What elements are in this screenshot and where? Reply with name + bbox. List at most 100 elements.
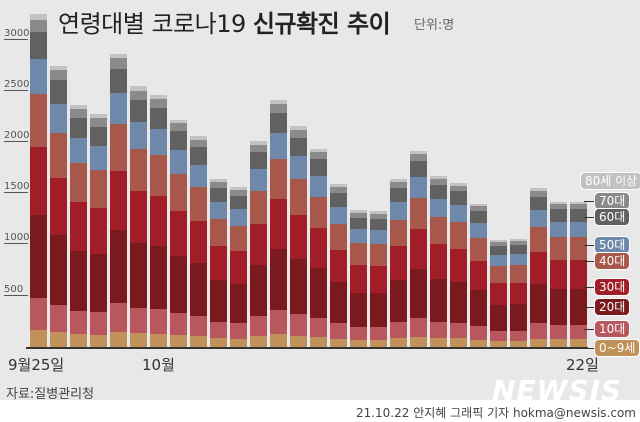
bar-10/6 xyxy=(250,141,267,347)
segment-10대 xyxy=(570,324,587,340)
segment-70대 xyxy=(370,213,387,219)
bar-9/27 xyxy=(70,105,87,347)
segment-0~9세 xyxy=(50,331,67,347)
segment-10대 xyxy=(470,325,487,340)
segment-40대 xyxy=(430,216,447,245)
segment-60대 xyxy=(250,151,267,170)
segment-60대 xyxy=(550,208,567,222)
legend-leader-line xyxy=(584,348,594,349)
segment-80세 이상 xyxy=(50,65,67,70)
segment-60대 xyxy=(350,217,367,230)
legend-leader-line xyxy=(584,217,594,218)
segment-70대 xyxy=(350,212,367,218)
segment-40대 xyxy=(50,132,67,179)
segment-10대 xyxy=(290,313,307,336)
segment-60대 xyxy=(570,208,587,222)
segment-50대 xyxy=(550,221,567,237)
x-label-sep25: 9월25일 xyxy=(8,356,65,374)
segment-80세 이상 xyxy=(430,175,447,179)
bar-10/13 xyxy=(390,179,407,347)
segment-40대 xyxy=(530,226,547,252)
segment-50대 xyxy=(410,176,427,198)
segment-60대 xyxy=(410,160,427,178)
segment-40대 xyxy=(470,237,487,262)
segment-0~9세 xyxy=(190,335,207,347)
segment-60대 xyxy=(330,192,347,207)
segment-20대 xyxy=(550,288,567,326)
segment-50대 xyxy=(150,128,167,156)
segment-0~9세 xyxy=(530,338,547,347)
segment-60대 xyxy=(210,187,227,202)
segment-70대 xyxy=(530,190,547,197)
segment-10대 xyxy=(490,330,507,342)
bar-10/19 xyxy=(510,239,527,347)
segment-20대 xyxy=(510,303,527,332)
segment-50대 xyxy=(250,168,267,191)
bar-10/11 xyxy=(350,210,367,347)
segment-20대 xyxy=(310,267,327,318)
segment-10대 xyxy=(270,309,287,335)
segment-80세 이상 xyxy=(250,141,267,145)
bar-10/2 xyxy=(170,119,187,347)
bar-10/12 xyxy=(370,211,387,347)
title-light: 연령대별 코로나19 xyxy=(58,10,253,38)
segment-10대 xyxy=(330,322,347,339)
bar-9/30 xyxy=(130,86,147,347)
bar-10/3 xyxy=(190,136,207,347)
bar-10/20 xyxy=(530,188,547,347)
segment-10대 xyxy=(250,315,267,337)
segment-80세 이상 xyxy=(550,201,567,205)
segment-30대 xyxy=(510,282,527,305)
segment-50대 xyxy=(90,145,107,171)
segment-80세 이상 xyxy=(350,210,367,213)
segment-20대 xyxy=(410,268,427,318)
segment-20대 xyxy=(230,283,247,324)
segment-70대 xyxy=(430,178,447,185)
segment-0~9세 xyxy=(550,338,567,347)
segment-30대 xyxy=(450,248,467,282)
segment-0~9세 xyxy=(450,337,467,347)
segment-40대 xyxy=(330,223,347,250)
segment-10대 xyxy=(50,304,67,333)
segment-0~9세 xyxy=(150,333,167,347)
bar-10/8 xyxy=(290,126,307,347)
segment-70대 xyxy=(450,185,467,192)
bar-9/25 xyxy=(30,14,47,347)
segment-40대 xyxy=(450,221,467,249)
segment-20대 xyxy=(50,234,67,306)
segment-80세 이상 xyxy=(290,126,307,130)
segment-60대 xyxy=(70,117,87,139)
segment-0~9세 xyxy=(330,338,347,347)
bar-10/9 xyxy=(310,149,327,347)
segment-20대 xyxy=(370,292,387,327)
segment-50대 xyxy=(570,221,587,237)
segment-30대 xyxy=(270,198,287,249)
segment-50대 xyxy=(450,204,467,223)
segment-30대 xyxy=(210,245,227,281)
segment-50대 xyxy=(370,229,387,245)
segment-60대 xyxy=(230,195,247,210)
y-tick-1000: 1000 xyxy=(4,232,30,244)
segment-80세 이상 xyxy=(230,187,247,191)
bar-10/5 xyxy=(230,187,247,347)
segment-0~9세 xyxy=(370,339,387,347)
segment-40대 xyxy=(70,162,87,203)
segment-60대 xyxy=(530,196,547,211)
segment-50대 xyxy=(490,254,507,267)
segment-0~9세 xyxy=(350,339,367,347)
segment-30대 xyxy=(350,264,367,293)
legend-item: 70대 xyxy=(594,192,631,210)
bar-10/22 xyxy=(570,201,587,347)
segment-60대 xyxy=(110,68,127,94)
segment-0~9세 xyxy=(130,332,147,347)
bar-10/10 xyxy=(330,184,347,347)
x-axis-line xyxy=(26,347,588,349)
segment-30대 xyxy=(70,201,87,251)
legend-item: 30대 xyxy=(594,278,631,296)
segment-80세 이상 xyxy=(170,119,187,124)
segment-30대 xyxy=(50,177,67,235)
segment-70대 xyxy=(330,186,347,193)
segment-70대 xyxy=(150,98,167,108)
segment-60대 xyxy=(190,146,207,166)
bar-9/28 xyxy=(90,114,107,347)
